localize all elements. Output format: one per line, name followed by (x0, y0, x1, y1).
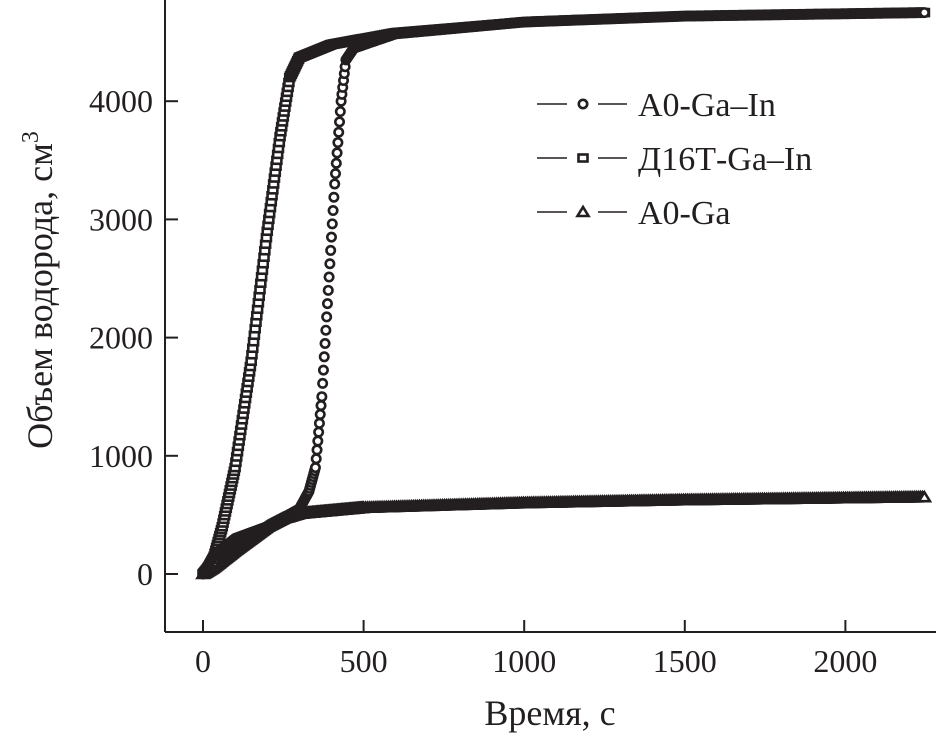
data-point (916, 489, 933, 503)
legend-label: A0-Ga–In (638, 87, 776, 124)
data-point (329, 168, 341, 180)
data-point (320, 324, 332, 336)
data-point (321, 311, 333, 323)
y-tick-label: 1000 (89, 438, 153, 474)
legend-item: Д16Т-Ga–In (537, 141, 812, 178)
data-point (327, 205, 339, 217)
legend-item: A0-Ga–In (537, 87, 776, 124)
data-point (330, 157, 342, 169)
y-axis-label-text: Объем водорода, см (20, 143, 60, 449)
data-point (321, 298, 333, 310)
legend: A0-Ga–In Д16Т-Ga–In A0-Ga (537, 87, 812, 232)
x-tick-label: 1000 (492, 643, 556, 679)
legend-square-icon (577, 153, 589, 163)
data-point (322, 284, 334, 296)
data-point (315, 400, 327, 412)
data-point (318, 351, 330, 363)
data-point (331, 147, 343, 159)
data-point (918, 7, 930, 19)
data-point (310, 453, 322, 465)
data-point (311, 444, 323, 456)
x-tick-label: 1500 (653, 643, 717, 679)
data-point (334, 116, 346, 128)
data-point (325, 244, 337, 256)
y-tick-label: 2000 (89, 320, 153, 356)
legend-triangle-icon (575, 204, 591, 218)
data-point (329, 178, 341, 190)
data-point (328, 191, 340, 203)
x-tick-label: 0 (195, 643, 211, 679)
legend-label: Д16Т-Ga–In (638, 141, 812, 178)
data-marks (195, 7, 933, 580)
data-point (319, 338, 331, 350)
data-point (325, 231, 337, 243)
data-point (334, 106, 346, 118)
data-point (317, 377, 329, 389)
data-point (316, 391, 328, 403)
y-tick-label: 0 (137, 556, 153, 592)
x-axis-label: Время, с (484, 693, 615, 733)
x-tick-label: 500 (340, 643, 388, 679)
y-tick-label: 3000 (89, 201, 153, 237)
data-point (309, 462, 321, 474)
data-point (313, 417, 325, 429)
y-tick-label: 4000 (89, 83, 153, 119)
data-point (326, 218, 338, 230)
data-point (317, 364, 329, 376)
data-point (313, 426, 325, 438)
data-point (323, 271, 335, 283)
series-circle (197, 7, 930, 580)
data-point (314, 408, 326, 420)
legend-label: A0-Ga (638, 195, 731, 232)
ticks: 0 500 1000 1500 2000 0 1000 2000 3000 4000 (89, 83, 877, 679)
y-axis-label-sup: 3 (18, 131, 44, 143)
y-axis-label: Объем водорода, см3 (18, 131, 60, 449)
data-point (333, 126, 345, 138)
data-point (324, 258, 336, 270)
legend-circle-icon (577, 98, 589, 110)
x-tick-label: 2000 (813, 643, 877, 679)
legend-item: A0-Ga (537, 195, 731, 232)
data-point (312, 435, 324, 447)
data-point (332, 137, 344, 149)
